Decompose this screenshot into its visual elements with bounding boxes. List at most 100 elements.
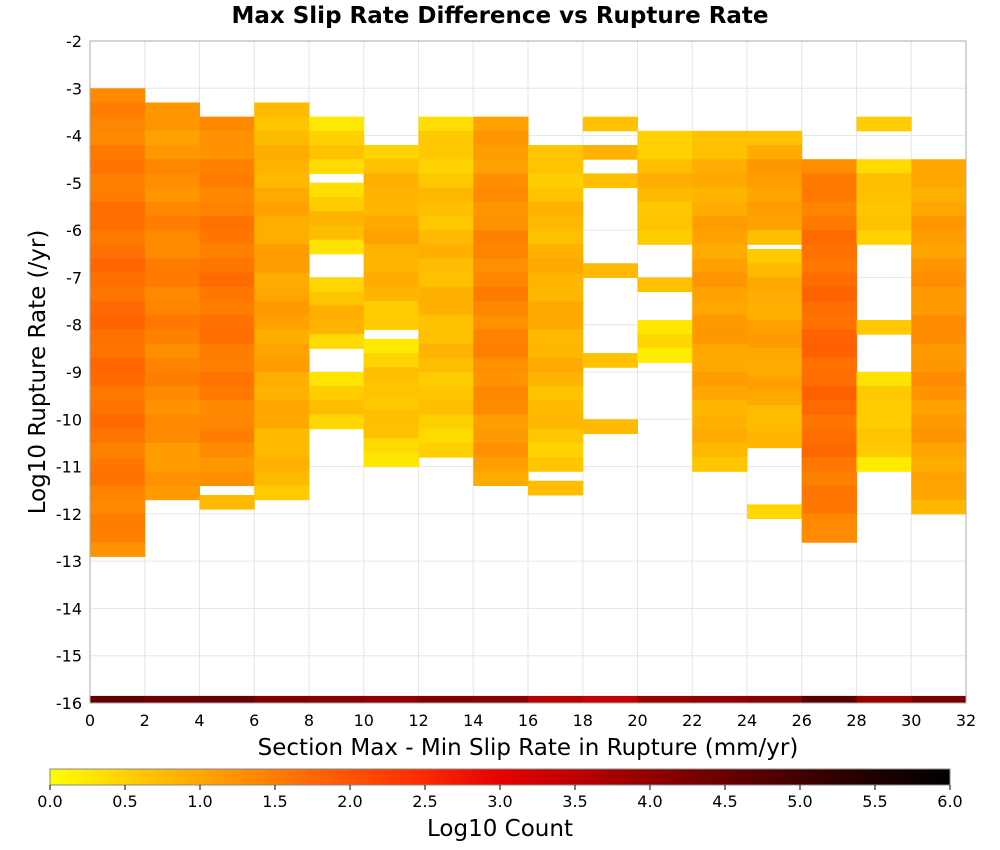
- heatmap-cell: [199, 386, 255, 401]
- x-tick-label: 6: [249, 711, 259, 730]
- heatmap-cell: [911, 301, 967, 316]
- heatmap-cell: [528, 272, 584, 288]
- heatmap-cell: [254, 102, 310, 118]
- heatmap-cell: [528, 159, 584, 174]
- heatmap-cell: [363, 424, 419, 439]
- colorbar-tick-label: 1.5: [262, 792, 287, 811]
- heatmap-cell: [199, 173, 255, 189]
- heatmap-cell: [473, 173, 529, 189]
- heatmap-cell: [90, 244, 146, 260]
- heatmap-cell: [637, 230, 693, 245]
- heatmap-cell: [199, 400, 255, 416]
- heatmap-cell: [528, 695, 584, 703]
- heatmap-cell: [90, 400, 146, 416]
- heatmap-cell: [199, 286, 255, 302]
- heatmap-cell: [363, 315, 419, 330]
- y-tick-label: -7: [66, 268, 82, 287]
- heatmap-cell: [309, 159, 365, 174]
- heatmap-cell: [692, 230, 748, 245]
- heatmap-cell: [473, 145, 529, 160]
- heatmap-cell: [692, 286, 748, 302]
- heatmap-cell: [801, 400, 857, 416]
- heatmap-cell: [199, 159, 255, 174]
- heatmap-cell: [199, 258, 255, 274]
- heatmap-cell: [911, 485, 967, 501]
- heatmap-cell: [747, 145, 803, 160]
- heatmap-cell: [856, 187, 912, 203]
- heatmap-cell: [309, 291, 365, 307]
- heatmap-cell: [90, 471, 146, 486]
- heatmap-cell: [637, 215, 693, 231]
- heatmap-cell: [309, 277, 365, 293]
- heatmap-cell: [254, 301, 310, 316]
- heatmap-cell: [199, 201, 255, 217]
- heatmap-cell: [911, 499, 967, 515]
- heatmap-cell: [199, 343, 255, 359]
- heatmap-cell: [418, 215, 474, 231]
- y-tick-label: -2: [66, 32, 82, 51]
- heatmap-cell: [528, 286, 584, 302]
- heatmap-cell: [528, 173, 584, 189]
- heatmap-cell: [801, 414, 857, 430]
- x-tick-label: 16: [518, 711, 538, 730]
- heatmap-cell: [528, 315, 584, 330]
- heatmap-cell: [254, 173, 310, 189]
- heatmap-cell: [747, 390, 803, 406]
- colorbar-tick-label: 3.5: [562, 792, 587, 811]
- heatmap-cell: [254, 130, 310, 146]
- heatmap-cells: [90, 88, 967, 703]
- heatmap-cell: [801, 528, 857, 543]
- heatmap-cell: [473, 201, 529, 217]
- heatmap-cell: [747, 504, 803, 520]
- heatmap-cell: [90, 102, 146, 118]
- heatmap-cell: [90, 215, 146, 231]
- heatmap-cell: [90, 201, 146, 217]
- heatmap-cell: [856, 428, 912, 444]
- heatmap-cell: [801, 286, 857, 302]
- heatmap-cell: [363, 286, 419, 302]
- heatmap-cell: [637, 695, 693, 703]
- heatmap-cell: [473, 457, 529, 472]
- heatmap-cell: [473, 187, 529, 203]
- heatmap-cell: [801, 499, 857, 515]
- heatmap-cell: [528, 428, 584, 444]
- heatmap-cell: [144, 343, 200, 359]
- heatmap-cell: [473, 272, 529, 288]
- heatmap-cell: [528, 201, 584, 217]
- heatmap-cell: [528, 386, 584, 401]
- heatmap-cell: [801, 215, 857, 231]
- colorbar-label: Log10 Count: [427, 816, 573, 842]
- heatmap-cell: [90, 485, 146, 501]
- heatmap-cell: [309, 225, 365, 241]
- heatmap-cell: [90, 130, 146, 146]
- heatmap-cell: [90, 542, 146, 557]
- colorbar-tick-label: 0.0: [37, 792, 62, 811]
- colorbar: [49, 768, 951, 786]
- y-tick-label: -9: [66, 363, 82, 382]
- heatmap-cell: [911, 258, 967, 274]
- heatmap-cell: [637, 173, 693, 189]
- heatmap-cell: [309, 372, 365, 387]
- heatmap-cell: [90, 695, 146, 703]
- heatmap-cell: [528, 301, 584, 316]
- heatmap-cell: [199, 357, 255, 373]
- heatmap-cell: [637, 145, 693, 160]
- heatmap-cell: [418, 695, 474, 703]
- heatmap-cell: [637, 348, 693, 364]
- heatmap-cell: [747, 159, 803, 174]
- heatmap-cell: [473, 301, 529, 316]
- heatmap-cell: [473, 343, 529, 359]
- colorbar-tick-label: 4.5: [712, 792, 737, 811]
- heatmap-cell: [363, 367, 419, 382]
- colorbar-tick-label: 5.5: [862, 792, 887, 811]
- y-axis-label: Log10 Rupture Rate (/yr): [25, 230, 51, 515]
- heatmap-cell: [418, 130, 474, 146]
- heatmap-cell: [418, 286, 474, 302]
- heatmap-cell: [911, 471, 967, 486]
- heatmap-cell: [692, 695, 748, 703]
- heatmap-cell: [801, 695, 857, 703]
- heatmap-cell: [473, 315, 529, 330]
- heatmap-cell: [801, 272, 857, 288]
- heatmap-cell: [582, 695, 638, 703]
